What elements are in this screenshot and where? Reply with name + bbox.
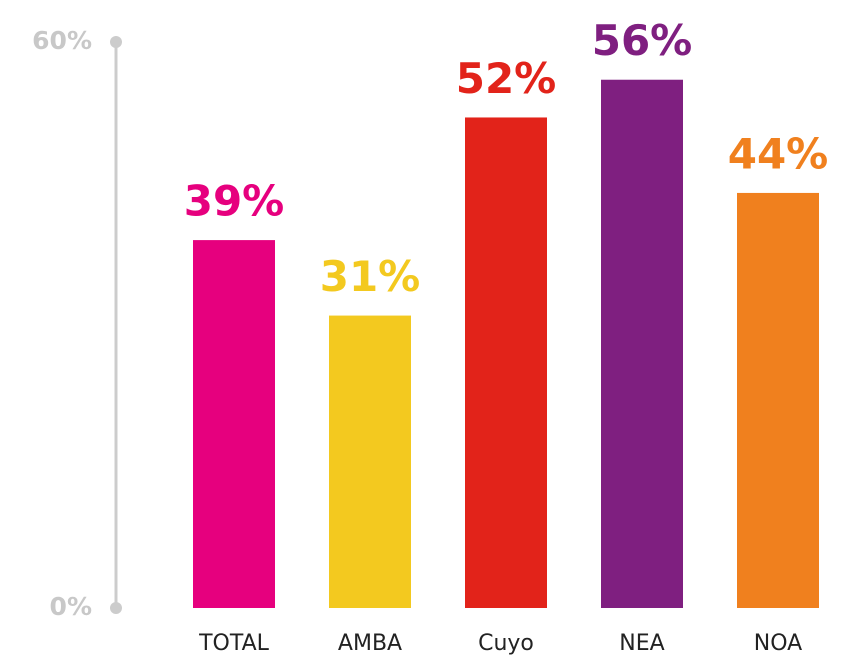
y-tick-dot: [110, 602, 122, 614]
y-tick-dot: [110, 36, 122, 48]
value-label: 56%: [592, 16, 693, 65]
value-label: 44%: [728, 129, 829, 178]
x-tick-label: NOA: [754, 631, 802, 656]
bar: [193, 240, 275, 608]
bar: [737, 192, 819, 608]
value-label: 52%: [456, 54, 557, 103]
bar: [465, 117, 547, 608]
x-tick-label: Cuyo: [478, 631, 534, 656]
value-label: 31%: [320, 252, 421, 301]
bar: [329, 315, 411, 608]
y-tick-label: 60%: [32, 26, 92, 55]
x-tick-label: AMBA: [338, 631, 402, 656]
bar: [601, 79, 683, 608]
x-tick-label: NEA: [619, 631, 664, 656]
y-tick-label: 0%: [50, 592, 92, 621]
x-tick-label: TOTAL: [198, 631, 270, 656]
value-label: 39%: [184, 177, 285, 226]
